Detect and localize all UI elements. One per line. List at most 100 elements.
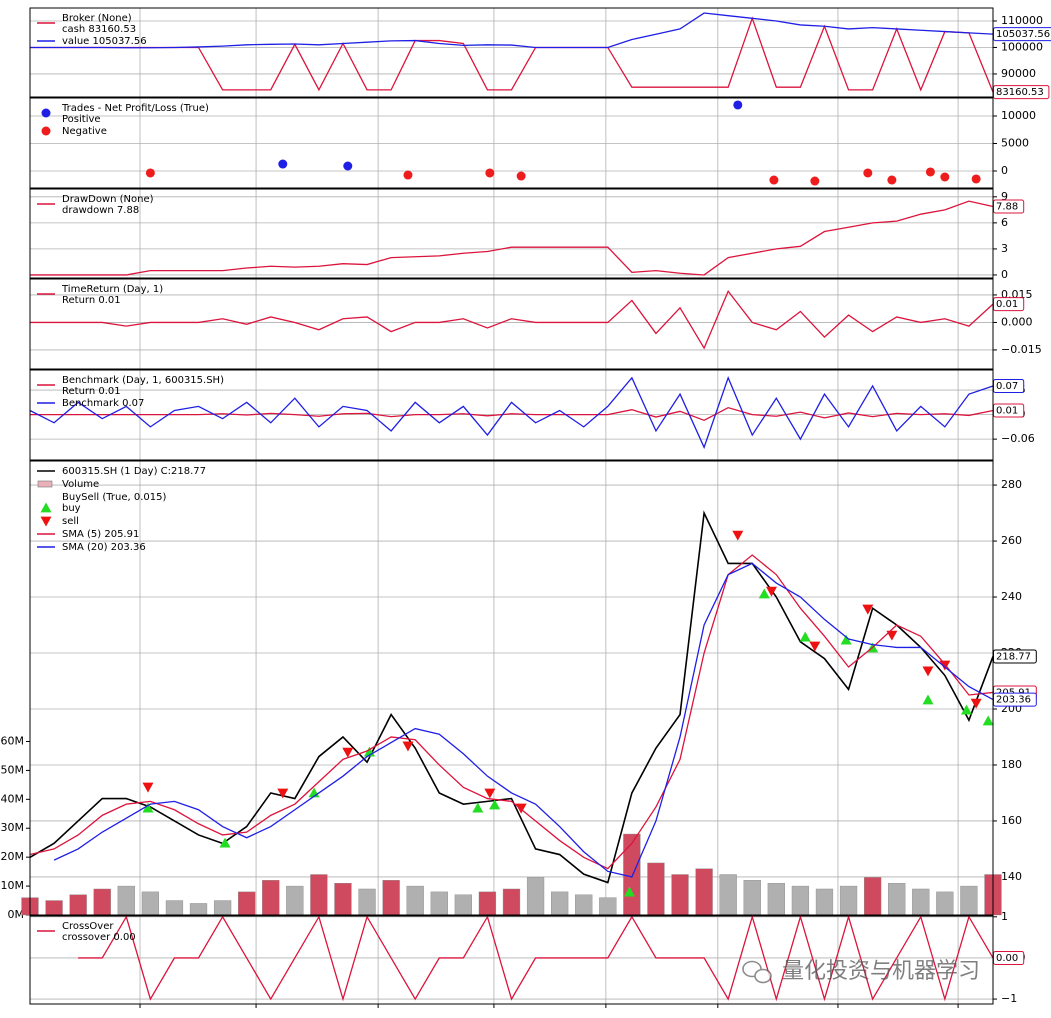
volume-bar xyxy=(406,885,424,916)
value-tag: 218.77 xyxy=(996,651,1031,662)
panel-frame xyxy=(29,278,994,370)
legend-label: cash 83160.53 xyxy=(62,24,136,35)
volume-bar xyxy=(189,903,208,916)
volume-bar xyxy=(213,900,232,916)
data-point xyxy=(982,715,994,726)
y2-tick-label: 30M xyxy=(1,821,25,834)
volume-bar xyxy=(671,874,689,916)
volume-bar xyxy=(141,891,160,916)
volume-bar xyxy=(454,894,472,916)
panel-frame xyxy=(29,97,994,189)
y-tick-label: 0.000 xyxy=(1001,315,1033,328)
data-point xyxy=(485,168,495,178)
data-point xyxy=(145,168,155,178)
y2-tick-label: 20M xyxy=(1,850,25,863)
value-tag: 83160.53 xyxy=(996,87,1044,98)
data-point xyxy=(219,837,231,848)
y-tick-label: 140 xyxy=(1001,870,1022,883)
volume-bar xyxy=(791,885,810,916)
legend-label: Volume xyxy=(62,479,99,490)
volume-bar xyxy=(888,882,906,916)
y-tick-label: 180 xyxy=(1001,758,1022,771)
legend-label: Return 0.01 xyxy=(62,386,121,397)
legend-title: CrossOver xyxy=(62,921,114,932)
data-point xyxy=(758,588,770,599)
volume-bar xyxy=(117,885,135,916)
y-tick-label: 110000 xyxy=(1001,14,1043,27)
data-point xyxy=(940,172,950,182)
volume-bar xyxy=(165,900,184,916)
volume-bar xyxy=(262,880,280,916)
legend-group: BuySell (True, 0.015) xyxy=(62,492,166,503)
y-tick-label: 280 xyxy=(1001,478,1022,491)
series-line xyxy=(30,200,994,276)
value-tag: 105037.56 xyxy=(996,29,1050,40)
y-tick-label: 9 xyxy=(1001,190,1008,203)
data-point xyxy=(939,660,951,671)
series-line xyxy=(78,914,994,1002)
data-point xyxy=(769,175,779,185)
series-line xyxy=(29,375,994,450)
data-point xyxy=(733,100,743,110)
data-point xyxy=(886,630,898,641)
value-tag: 0.00 xyxy=(996,953,1018,964)
y-tick-label: 6 xyxy=(1001,216,1008,229)
legend-title: DrawDown (None) xyxy=(62,194,154,205)
data-point xyxy=(971,174,981,184)
panel-frame xyxy=(29,188,994,279)
data-point xyxy=(925,167,935,177)
y-tick-label: 3 xyxy=(1001,242,1008,255)
legend-icon xyxy=(41,108,51,118)
volume-bar xyxy=(526,877,545,916)
volume-bar xyxy=(912,888,930,916)
volume-bar xyxy=(575,894,593,916)
legend-title: Broker (None) xyxy=(62,13,132,24)
volume-bar xyxy=(839,885,858,916)
volume-bar xyxy=(719,874,737,916)
series-line xyxy=(29,510,994,884)
volume-bar xyxy=(382,880,400,916)
series-line xyxy=(30,290,994,350)
legend-title: Trades - Net Profit/Loss (True) xyxy=(61,103,209,114)
legend-title: TimeReturn (Day, 1) xyxy=(61,284,163,295)
legend-label: Negative xyxy=(62,126,107,137)
legend-icon xyxy=(40,502,52,513)
data-point xyxy=(810,176,820,186)
legend-label: sell xyxy=(62,516,79,527)
volume-bar xyxy=(743,880,761,916)
volume-bar xyxy=(960,885,978,916)
volume-bar xyxy=(93,888,111,916)
volume-bar xyxy=(334,882,352,916)
data-point xyxy=(278,159,288,169)
volume-bar xyxy=(599,897,617,916)
panel-frame xyxy=(29,369,994,461)
watermark-text: 量化投资与机器学习 xyxy=(782,959,980,984)
value-tag: 7.88 xyxy=(996,202,1018,213)
series-line xyxy=(30,12,994,49)
data-point xyxy=(840,634,852,645)
volume-bar xyxy=(478,891,497,916)
legend-label: 600315.SH (1 Day) C:218.77 xyxy=(62,466,206,477)
y-tick-label: −1 xyxy=(1001,992,1017,1005)
data-point xyxy=(809,641,821,652)
panel-frame xyxy=(29,915,994,1005)
y-tick-label: 1 xyxy=(1001,910,1008,923)
legend-label: SMA (20) 203.36 xyxy=(62,542,146,553)
data-point xyxy=(623,886,635,897)
data-point xyxy=(961,704,973,715)
volume-bar xyxy=(286,885,304,916)
data-point xyxy=(887,175,897,185)
volume-bar xyxy=(45,900,63,916)
data-point xyxy=(799,631,811,642)
data-point xyxy=(484,788,496,799)
data-point xyxy=(766,586,778,597)
volume-bar xyxy=(815,888,834,916)
series-line xyxy=(30,406,994,422)
legend-title: Benchmark (Day, 1, 600315.SH) xyxy=(62,375,224,386)
legend-label: SMA (5) 205.91 xyxy=(62,529,139,540)
legend-label: Return 0.01 xyxy=(62,295,121,306)
data-point xyxy=(516,171,526,181)
y-tick-label: 260 xyxy=(1001,534,1022,547)
